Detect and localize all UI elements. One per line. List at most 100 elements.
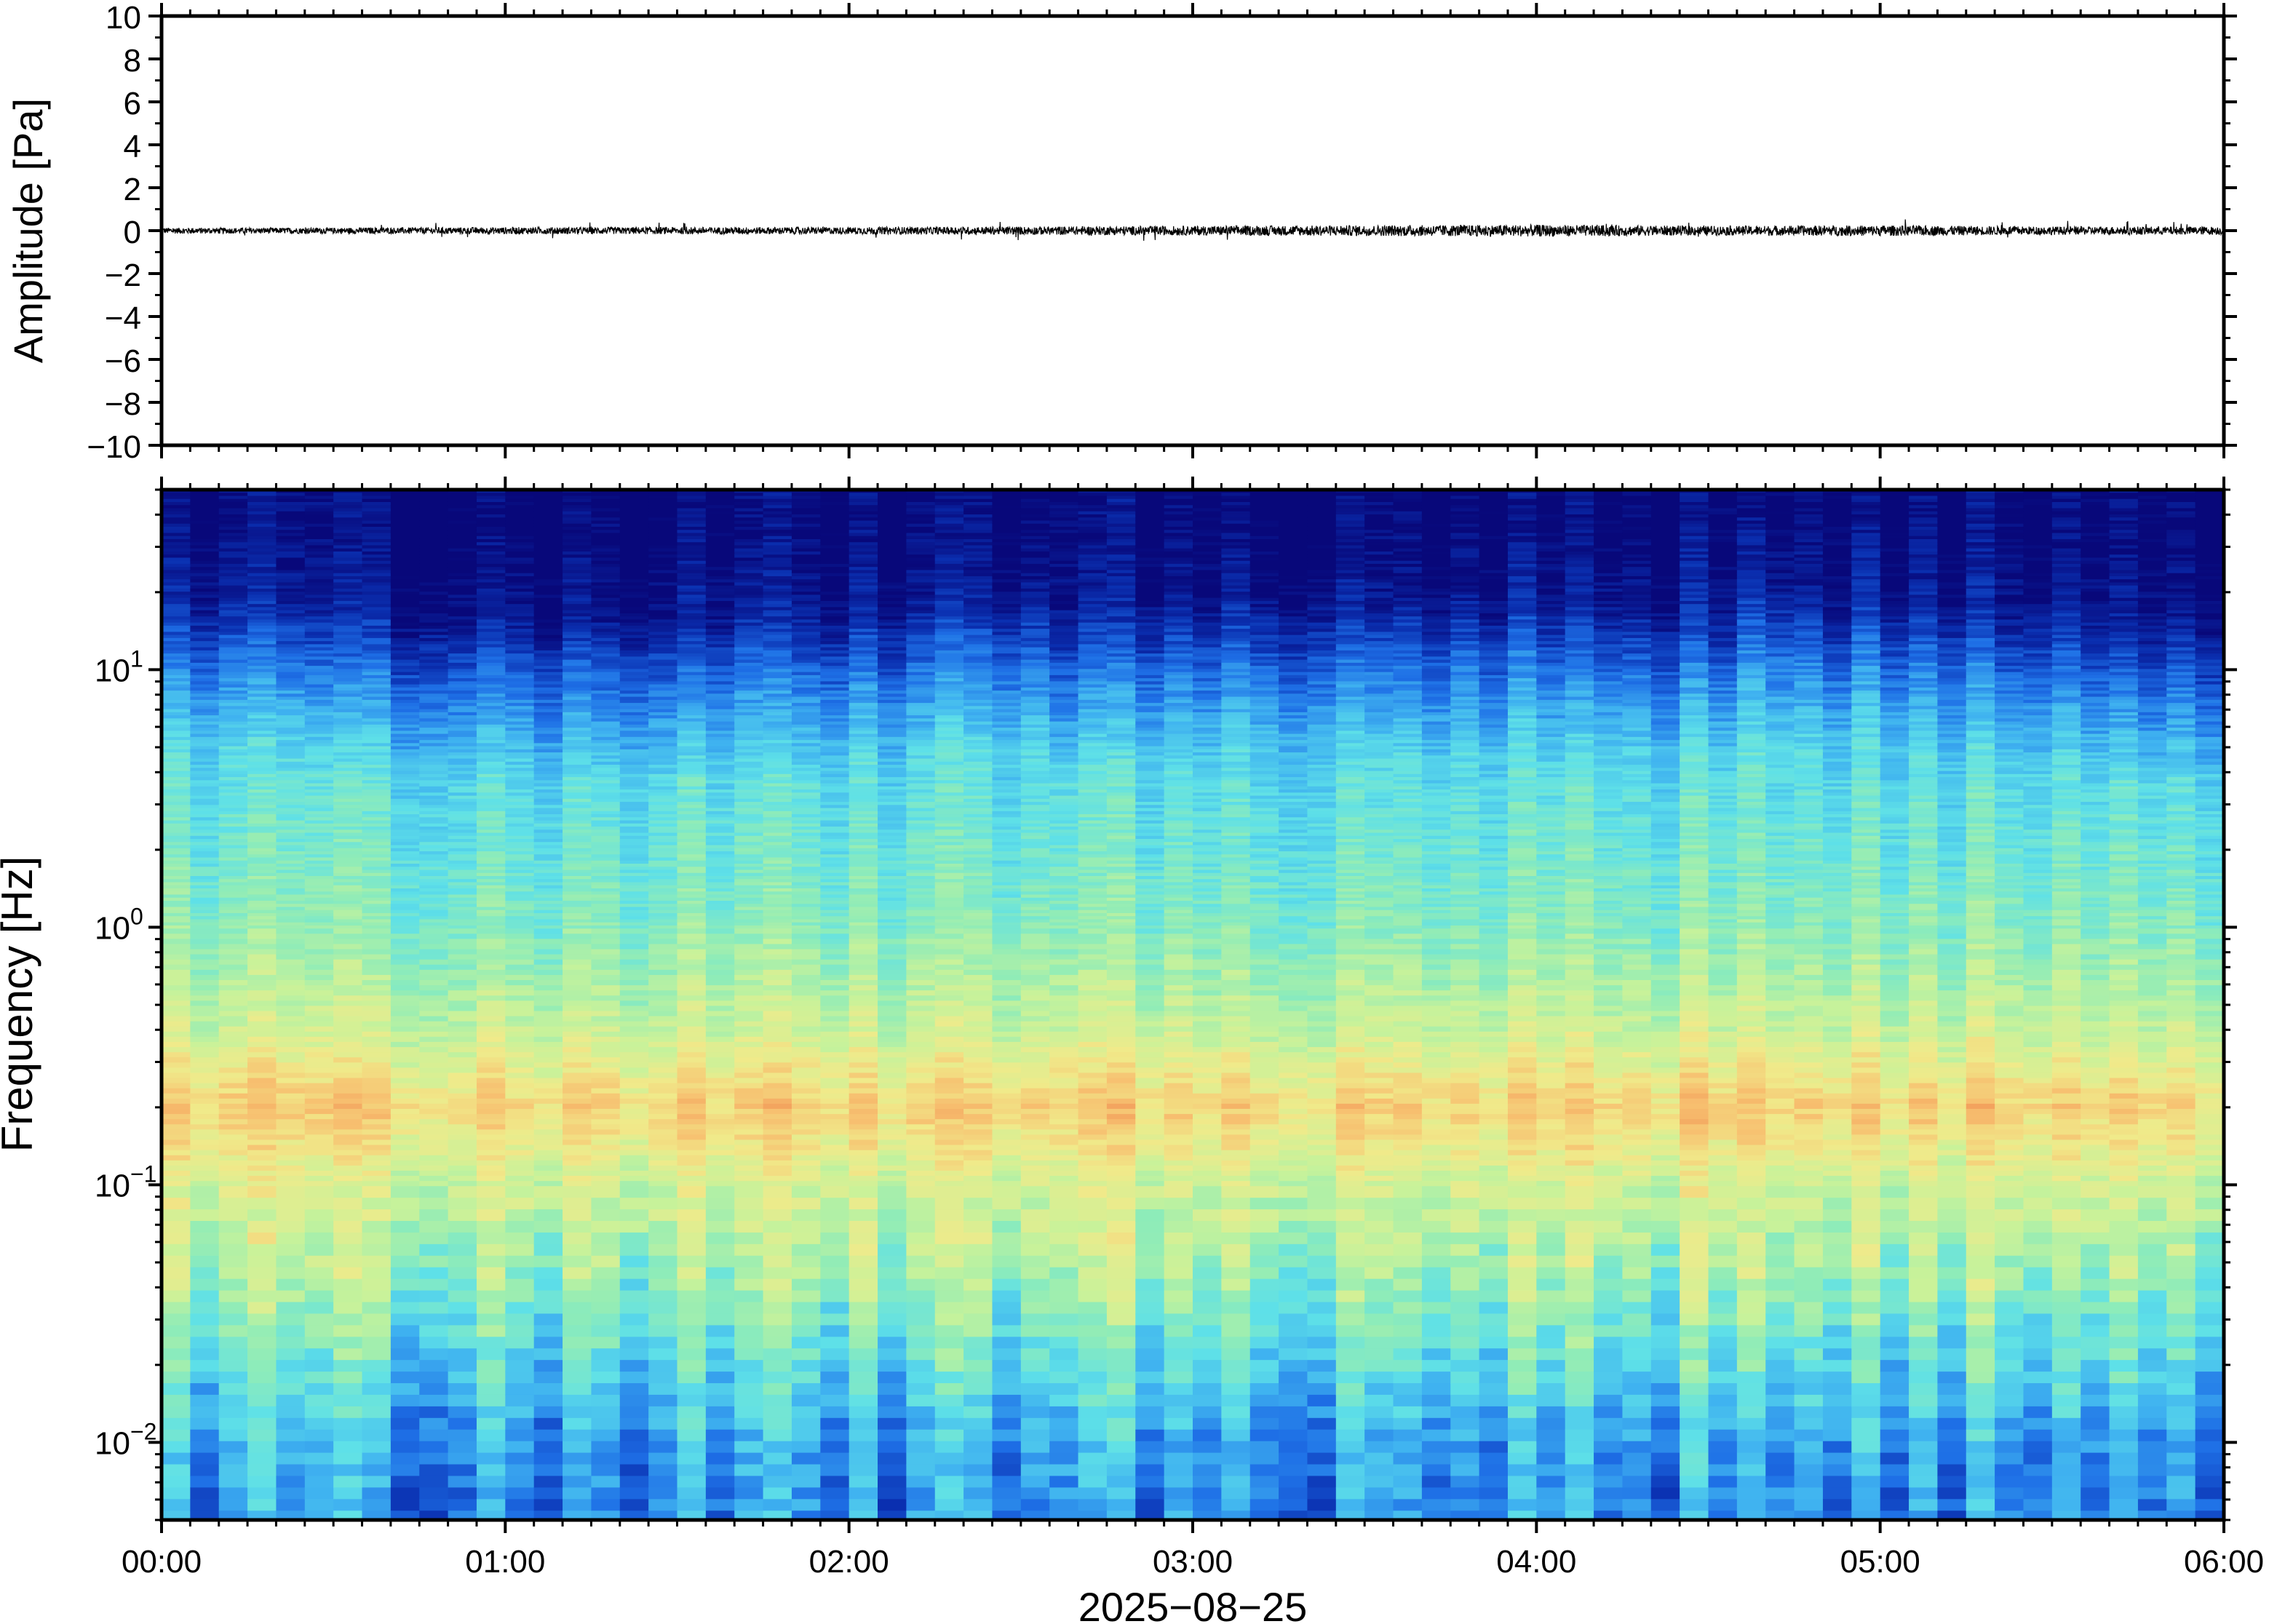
spectrogram-cell <box>648 604 678 608</box>
spectrogram-cell <box>333 718 363 723</box>
spectrogram-cell <box>362 909 392 914</box>
spectrogram-cell <box>648 1011 678 1017</box>
spectrogram-cell <box>162 613 191 617</box>
spectrogram-cell <box>505 1417 535 1430</box>
spectrogram-cell <box>648 1093 678 1099</box>
spectrogram-cell <box>619 1255 649 1268</box>
spectrogram-cell <box>476 653 506 658</box>
spectrogram-cell <box>419 939 449 945</box>
spectrogram-cell <box>448 731 477 735</box>
spectrogram-cell <box>333 498 363 503</box>
spectrogram-cell <box>648 864 678 868</box>
spectrogram-cell <box>419 1278 449 1291</box>
spectrogram-cell <box>419 1487 449 1500</box>
spectrogram-cell <box>304 792 334 797</box>
spectrogram-cell <box>648 501 678 506</box>
spectrogram-cell <box>677 1021 707 1027</box>
spectrogram-cell <box>705 808 736 812</box>
spectrogram-cell <box>276 585 306 589</box>
spectrogram-cell <box>563 520 592 525</box>
spectrogram-cell <box>304 1021 334 1027</box>
spectrogram-cell <box>333 1145 363 1151</box>
spectrogram-cell <box>448 919 477 923</box>
spectrogram-cell <box>304 653 334 658</box>
spectrogram-cell <box>190 1052 220 1059</box>
spectrogram-cell <box>648 508 678 512</box>
spectrogram-cell <box>677 740 707 744</box>
spectrogram-cell <box>619 563 649 568</box>
spectrogram-cell <box>448 712 477 716</box>
spectrogram-cell <box>677 514 707 519</box>
spectrogram-cell <box>419 839 449 843</box>
spectrogram-cell <box>533 616 563 621</box>
spectrogram-cell <box>247 548 277 552</box>
spectrogram-cell <box>362 925 392 930</box>
spectrogram-cell <box>677 1406 707 1419</box>
spectrogram-cell <box>362 693 392 698</box>
spectrogram-cell <box>362 498 392 503</box>
spectrogram-cell <box>533 783 563 787</box>
spectrogram-cell <box>390 786 421 790</box>
spectrogram-cell <box>247 1302 277 1315</box>
spectrogram-cell <box>333 1372 363 1384</box>
spectrogram-cell <box>591 974 621 981</box>
spectrogram-cell <box>162 690 191 695</box>
spectrogram-cell <box>162 511 191 515</box>
spectrogram-cell <box>218 746 248 750</box>
spectrogram-cell <box>190 604 220 608</box>
spectrogram-cell <box>505 604 535 608</box>
spectrogram-cell <box>505 1000 535 1007</box>
spectrogram-cell <box>648 1165 678 1171</box>
spectrogram-cell <box>619 897 649 901</box>
spectrogram-cell <box>162 749 191 753</box>
spectrogram-cell <box>276 909 306 914</box>
spectrogram-cell <box>190 653 220 658</box>
spectrogram-cell <box>362 1109 392 1115</box>
spectrogram-cell <box>648 706 678 710</box>
spectrogram-cell <box>505 823 535 827</box>
spectrogram-cell <box>705 526 736 531</box>
spectrogram-cell <box>362 792 392 797</box>
spectrogram-cell <box>648 678 678 682</box>
spectrogram-cell <box>763 644 792 648</box>
spectrogram-cell <box>247 752 277 757</box>
spectrogram-cell <box>763 600 792 605</box>
spectrogram-cell <box>734 715 764 720</box>
spectrogram-cell <box>190 1267 220 1280</box>
spectrogram-cell <box>419 674 449 679</box>
spectrogram-cell <box>218 872 248 877</box>
spectrogram-cell <box>563 768 592 772</box>
spectrogram-cell <box>448 1441 477 1454</box>
spectrogram-cell <box>362 706 392 710</box>
spectrogram-cell <box>591 854 621 859</box>
spectrogram-cell <box>276 703 306 707</box>
spectrogram-cell <box>677 505 707 509</box>
spectrogram-cell <box>505 545 535 549</box>
spectrogram-cell <box>734 523 764 528</box>
spectrogram-cell <box>448 721 477 725</box>
spectrogram-cell <box>190 1464 220 1477</box>
spectrogram-cell <box>304 882 334 886</box>
spectrogram-cell <box>476 1000 506 1007</box>
spectrogram-cell <box>476 728 506 732</box>
spectrogram-cell <box>390 647 421 651</box>
spectrogram-cell <box>563 641 592 645</box>
spectrogram-cell <box>648 1000 678 1007</box>
spectrogram-cell <box>190 517 220 522</box>
spectrogram-cell <box>448 728 477 732</box>
spectrogram-cell <box>304 922 334 926</box>
spectrogram-cell <box>563 1464 592 1477</box>
spectrogram-cell <box>304 718 334 723</box>
spectrogram-cell <box>705 1047 736 1053</box>
spectrogram-cell <box>505 1337 535 1350</box>
spectrogram-cell <box>505 854 535 859</box>
spectrogram-cell <box>247 1052 277 1059</box>
spectrogram-cell <box>162 644 191 648</box>
spectrogram-cell <box>218 662 248 666</box>
spectrogram-cell <box>677 912 707 918</box>
spectrogram-cell <box>505 1083 535 1089</box>
spectrogram-cell <box>362 765 392 769</box>
spectrogram-cell <box>476 1021 506 1027</box>
spectrogram-cell <box>304 1036 334 1043</box>
spectrogram-cell <box>390 567 421 571</box>
